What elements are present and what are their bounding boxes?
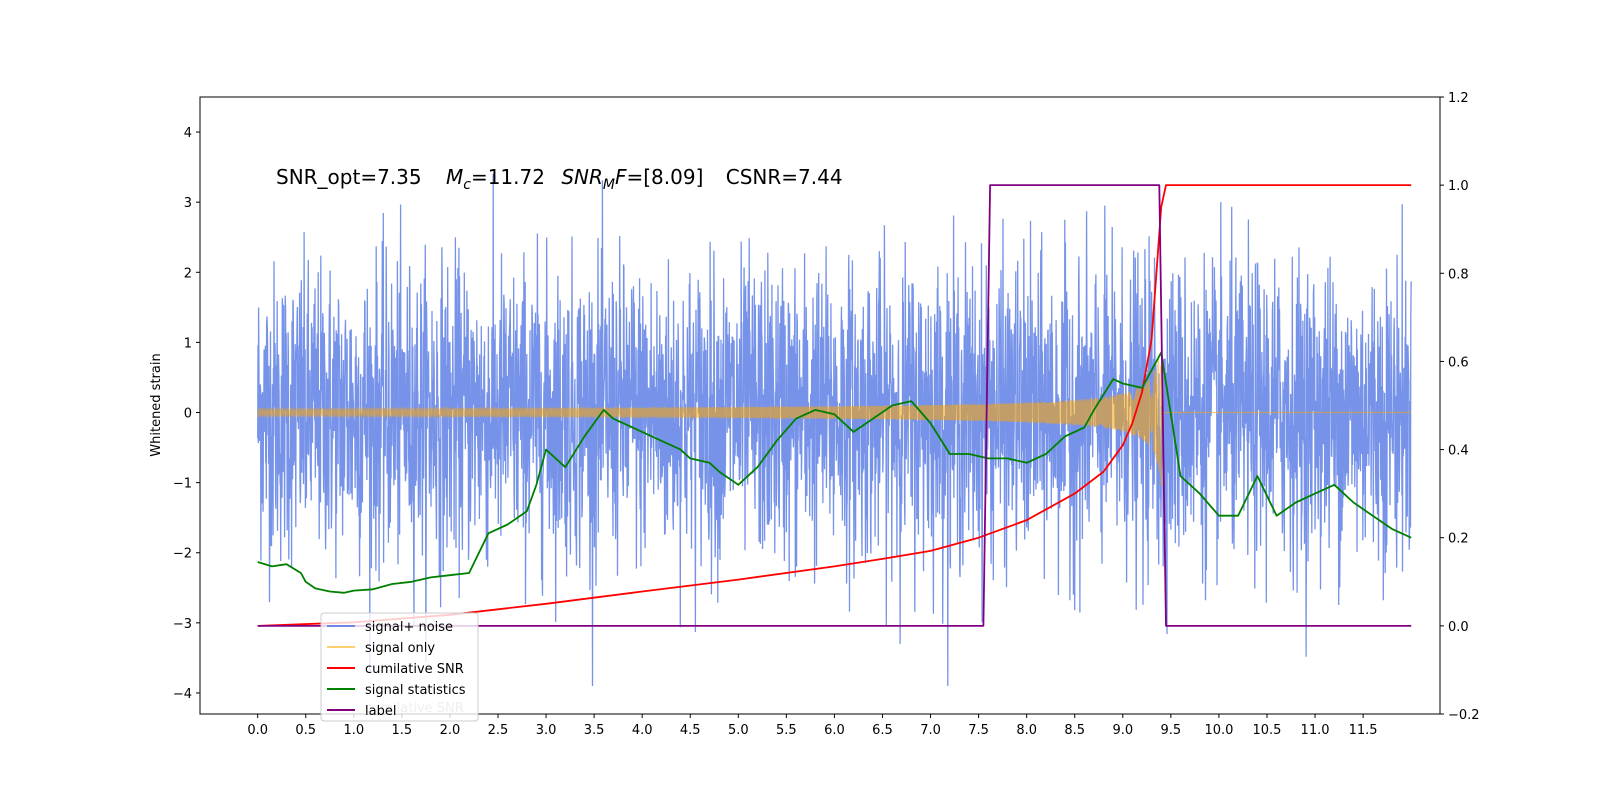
legend-box (320, 612, 479, 722)
annotation-snr-opt: SNR_opt=7.35 (276, 165, 422, 189)
x-tick-label: 10.5 (1253, 723, 1282, 738)
annotation-csnr: CSNR=7.44 (726, 165, 843, 189)
x-tick-label: 4.0 (632, 723, 653, 738)
x-tick-label: 7.0 (920, 723, 941, 738)
annotation-text: SNR_opt=7.35 Mc=11.72 SNRMF=[8.09] CSNR=… (276, 165, 843, 193)
y-right-tick-label: 1.2 (1448, 91, 1469, 106)
y-left-tick-label: 3 (184, 196, 192, 211)
x-tick-label: 6.0 (824, 723, 845, 738)
x-axis-ticks: 0.0 0.5 1.0 1.5 2.0 2.5 3.0 3.5 4.0 4.5 5.0 5.5 6.0 6… (247, 714, 1378, 738)
signal-only-series (257, 357, 1412, 485)
legend-entry: cumilative SNR (365, 662, 464, 677)
x-tick-label: 0.0 (247, 723, 268, 738)
signal-noise-series (257, 173, 1412, 687)
plot-frame (199, 96, 1441, 715)
signal-statistics-line (257, 351, 1412, 594)
annotation-snr-mf-value: =[8.09] (627, 165, 704, 189)
y-right-tick-label: 1.0 (1448, 179, 1469, 194)
y-left-tick-label: −1 (173, 477, 192, 492)
y-left-tick-label: 2 (184, 266, 192, 281)
x-tick-label: 2.5 (488, 723, 509, 738)
annotation-snr-mf-sub: M (603, 177, 615, 193)
x-tick-label: 4.5 (680, 723, 701, 738)
x-tick-label: 5.5 (776, 723, 797, 738)
annotation-snr-mf-symbol: SNR (561, 165, 603, 189)
legend-entry: signal statistics (365, 683, 466, 698)
x-tick-label: 5.0 (728, 723, 749, 738)
legend-entry: signal only (365, 641, 435, 656)
x-tick-label: 10.0 (1204, 723, 1233, 738)
x-tick-label: 11.5 (1349, 723, 1378, 738)
y-right-tick-label: 0.8 (1448, 267, 1469, 282)
y-right-tick-label: 0.4 (1448, 444, 1469, 459)
annotation-mc-sub: c (463, 177, 471, 193)
x-tick-label: 8.5 (1064, 723, 1085, 738)
x-tick-label: 8.0 (1016, 723, 1037, 738)
x-tick-label: 7.5 (968, 723, 989, 738)
y-left-tick-label: 0 (184, 407, 192, 422)
y-right-tick-label: −0.2 (1448, 708, 1480, 723)
right-axis-series (257, 184, 1412, 627)
x-tick-label: 3.5 (584, 723, 605, 738)
y-left-tick-label: 4 (184, 126, 192, 141)
y-right-tick-label: 0.2 (1448, 532, 1469, 547)
y-left-tick-label: 1 (184, 336, 192, 351)
x-tick-label: 3.0 (536, 723, 557, 738)
x-tick-label: 9.0 (1112, 723, 1133, 738)
y-right-axis-ticks: −0.2 0.0 0.2 0.4 0.6 0.8 1.0 1.2 (1440, 91, 1480, 723)
x-tick-label: 0.5 (295, 723, 316, 738)
x-tick-label: 6.5 (872, 723, 893, 738)
annotation-mc-value: =11.72 (471, 165, 545, 189)
x-tick-label: 2.0 (440, 723, 461, 738)
x-tick-label: 1.0 (343, 723, 364, 738)
y-right-tick-label: 0.0 (1448, 620, 1469, 635)
label-line (257, 184, 1412, 627)
y-left-tick-label: −3 (173, 617, 192, 632)
legend-entry: label (365, 704, 396, 719)
legend-entry: signal+ noise (365, 620, 453, 635)
x-tick-label: 9.5 (1161, 723, 1182, 738)
cumulative-snr-line (257, 184, 1412, 627)
annotation-mc-symbol: M (446, 165, 463, 189)
y-axis-label: Whitened strain (149, 353, 164, 456)
signal-noise-line (257, 173, 1412, 687)
signal-only-line (257, 357, 1412, 485)
y-left-axis-ticks: −4 −3 −2 −1 0 1 2 3 4 (173, 126, 200, 702)
y-left-tick-label: −2 (173, 547, 192, 562)
y-right-tick-label: 0.6 (1448, 355, 1469, 370)
y-left-tick-label: −4 (173, 687, 192, 702)
x-tick-label: 11.0 (1301, 723, 1330, 738)
x-tick-label: 1.5 (392, 723, 413, 738)
annotation-snr-mf-f: F (615, 165, 627, 189)
